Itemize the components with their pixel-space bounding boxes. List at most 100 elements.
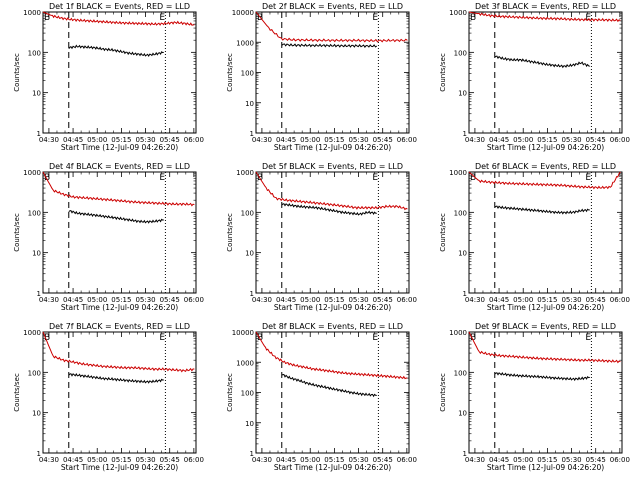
x-tick-label: 06:00: [397, 296, 417, 304]
y-tick-label: 10: [245, 420, 254, 428]
x-axis-label: Start Time (12-Jul-09 04:26:20): [487, 303, 604, 312]
plot-title: Det 7f BLACK = Events, RED = LLD: [49, 322, 190, 331]
x-tick-label: 04:30: [252, 136, 272, 144]
x-tick-label: 05:00: [300, 136, 320, 144]
x-axis-label: Start Time (12-Jul-09 04:26:20): [487, 463, 604, 472]
y-tick-label: 10: [458, 410, 467, 418]
end-marker: E: [159, 13, 165, 23]
detector-plot-2: Det 2f BLACK = Events, RED = LLD 1 10 100 10…: [226, 2, 417, 152]
x-tick-label: 05:00: [87, 296, 107, 304]
events-series-line: [494, 372, 590, 382]
x-tick-label: 05:30: [135, 136, 155, 144]
x-tick-label: 04:45: [489, 456, 509, 464]
begin-marker: B: [470, 13, 476, 23]
y-tick-label: 1: [463, 450, 467, 458]
y-tick-label: 10: [32, 250, 41, 258]
x-tick-label: 05:45: [160, 136, 180, 144]
y-tick-label: 1: [37, 290, 41, 298]
x-tick-label: 05:30: [561, 456, 581, 464]
y-tick-label: 100: [241, 70, 254, 78]
end-marker: E: [372, 173, 378, 183]
y-axis-label: Counts/sec: [439, 53, 447, 92]
x-tick-label: 05:15: [324, 136, 344, 144]
x-tick-label: 05:15: [537, 456, 557, 464]
y-tick-label: 10: [458, 250, 467, 258]
plot-title: Det 5f BLACK = Events, RED = LLD: [262, 162, 403, 171]
x-tick-label: 06:00: [184, 136, 204, 144]
y-tick-label: 1: [37, 130, 41, 138]
plot-frame: [42, 11, 197, 134]
detector-plot-5: Det 5f BLACK = Events, RED = LLD 1 10 100 10…: [226, 162, 417, 312]
y-axis-label: Counts/sec: [439, 373, 447, 412]
end-marker: E: [372, 333, 378, 343]
plot-frame: [42, 171, 197, 294]
x-tick-label: 05:30: [135, 456, 155, 464]
x-tick-label: 05:15: [324, 296, 344, 304]
events-series-line: [281, 43, 378, 48]
events-series-line: [68, 44, 164, 57]
y-axis-label: Counts/sec: [439, 213, 447, 252]
events-series-line: [68, 210, 164, 224]
x-tick-label: 06:00: [397, 136, 417, 144]
y-tick-label: 1000: [449, 329, 467, 337]
y-tick-label: 10: [458, 90, 467, 98]
y-tick-label: 1000: [236, 169, 254, 177]
x-axis-label: Start Time (12-Jul-09 04:26:20): [61, 143, 178, 152]
lld-series-line: [255, 171, 408, 211]
x-tick-label: 05:45: [160, 296, 180, 304]
x-tick-label: 05:00: [300, 456, 320, 464]
y-tick-label: 10: [245, 250, 254, 258]
x-axis-label: Start Time (12-Jul-09 04:26:20): [274, 143, 391, 152]
y-axis-label: Counts/sec: [13, 373, 21, 412]
x-tick-label: 05:00: [87, 136, 107, 144]
x-tick-label: 05:15: [324, 456, 344, 464]
x-axis-label: Start Time (12-Jul-09 04:26:20): [274, 303, 391, 312]
x-tick-label: 05:15: [537, 136, 557, 144]
x-tick-label: 05:30: [561, 136, 581, 144]
x-tick-label: 04:45: [63, 456, 83, 464]
x-tick-label: 05:30: [135, 296, 155, 304]
x-tick-label: 06:00: [184, 296, 204, 304]
y-tick-label: 1: [463, 130, 467, 138]
y-tick-label: 10: [32, 410, 41, 418]
x-tick-label: 05:00: [513, 456, 533, 464]
end-marker: E: [585, 333, 591, 343]
y-tick-label: 10: [32, 90, 41, 98]
y-tick-label: 100: [241, 390, 254, 398]
end-marker: E: [159, 333, 165, 343]
y-tick-label: 1000: [236, 359, 254, 367]
x-tick-label: 05:45: [586, 456, 606, 464]
y-tick-label: 10: [245, 100, 254, 108]
plot-title: Det 4f BLACK = Events, RED = LLD: [49, 162, 190, 171]
x-tick-label: 04:45: [489, 296, 509, 304]
x-tick-label: 05:15: [537, 296, 557, 304]
y-tick-label: 1: [250, 450, 254, 458]
detector-plot-4: Det 4f BLACK = Events, RED = LLD 1 10 100 10…: [13, 162, 204, 312]
x-tick-label: 05:15: [111, 296, 131, 304]
x-tick-label: 04:30: [39, 296, 59, 304]
y-tick-label: 100: [454, 49, 467, 57]
y-tick-label: 1000: [449, 169, 467, 177]
x-tick-label: 05:45: [373, 296, 393, 304]
end-marker: E: [585, 13, 591, 23]
x-axis-label: Start Time (12-Jul-09 04:26:20): [61, 463, 178, 472]
y-tick-label: 1: [463, 290, 467, 298]
x-tick-label: 05:45: [586, 296, 606, 304]
plot-title: Det 2f BLACK = Events, RED = LLD: [262, 2, 403, 11]
x-tick-label: 06:00: [610, 136, 630, 144]
events-series-line: [494, 205, 590, 215]
y-tick-label: 1000: [236, 39, 254, 47]
lld-series-line: [42, 11, 195, 26]
events-series-line: [281, 203, 377, 216]
x-tick-label: 04:45: [489, 136, 509, 144]
begin-marker: B: [44, 333, 50, 343]
detector-plot-6: Det 6f BLACK = Events, RED = LLD 1 10 100 10…: [439, 162, 630, 312]
plot-title: Det 8f BLACK = Events, RED = LLD: [262, 322, 403, 331]
y-tick-label: 1000: [449, 9, 467, 17]
lld-series-line: [468, 331, 621, 364]
detector-plot-7: Det 7f BLACK = Events, RED = LLD 1 10 100 10…: [13, 322, 204, 472]
x-tick-label: 04:30: [39, 456, 59, 464]
lld-series-line: [42, 331, 195, 373]
x-tick-label: 05:30: [348, 456, 368, 464]
